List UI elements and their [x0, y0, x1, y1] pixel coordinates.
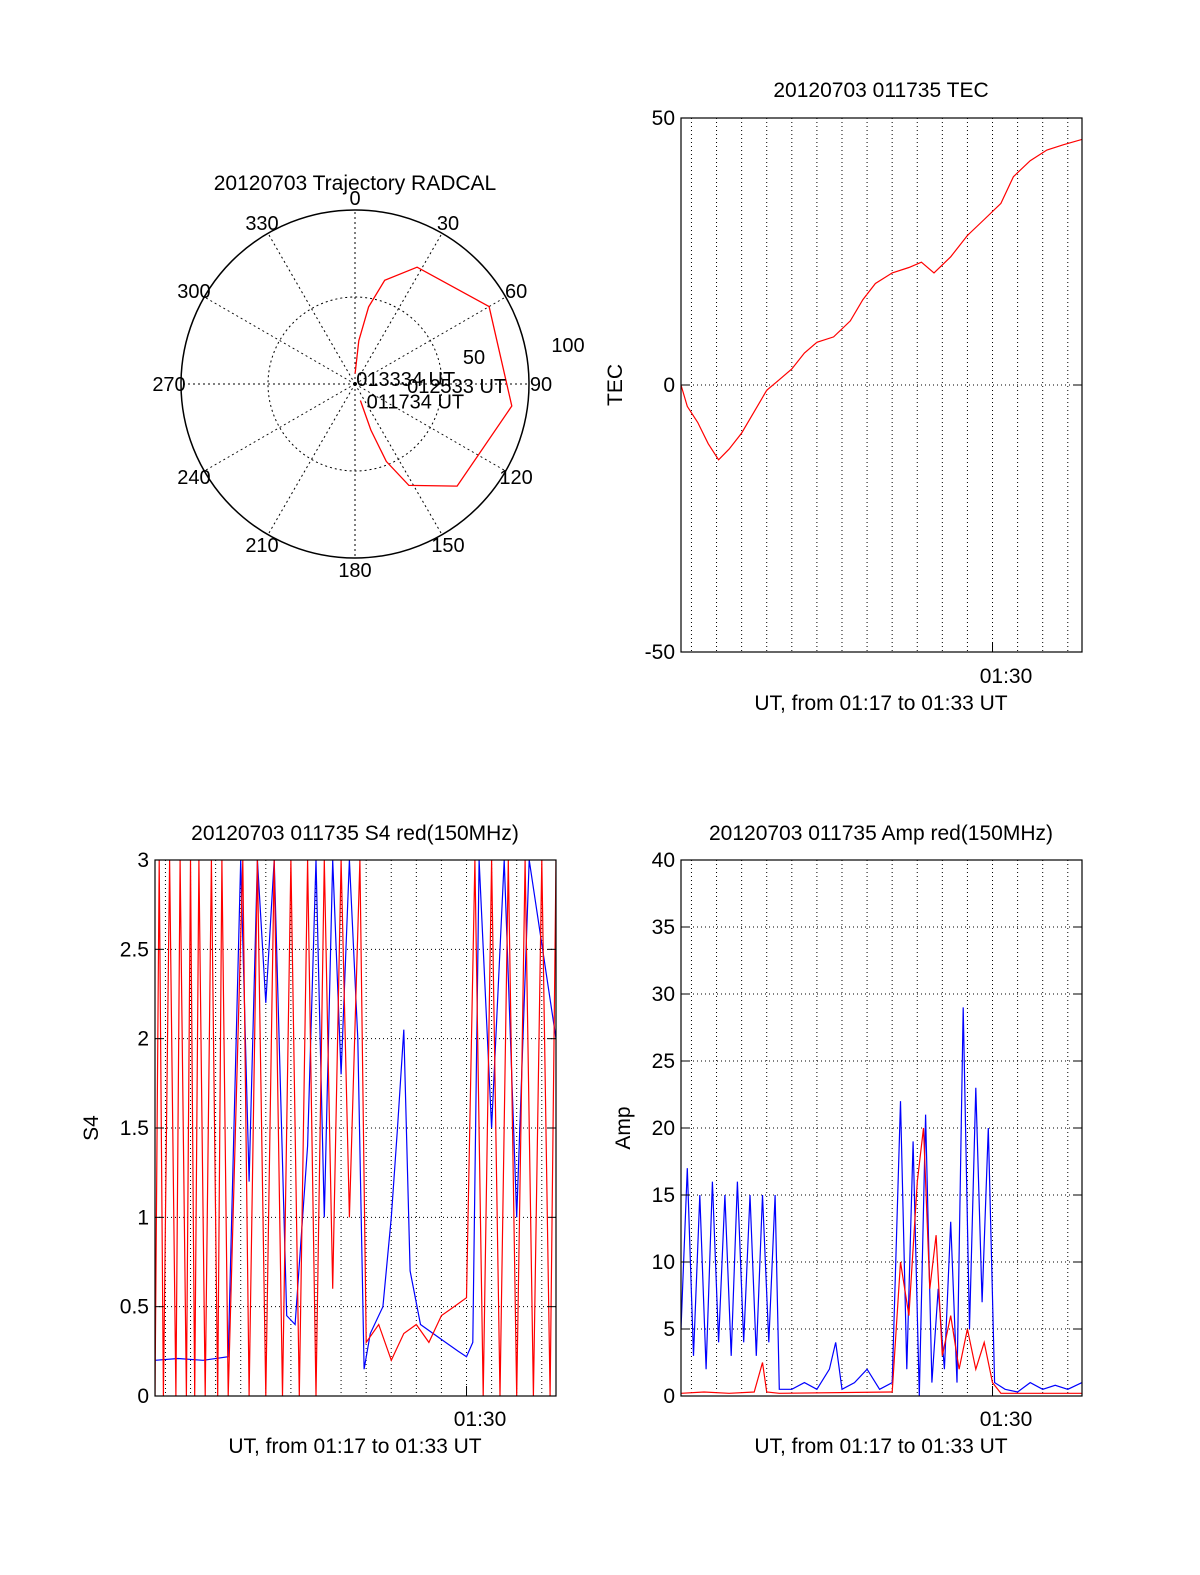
- polar-trajectory-line: [354, 266, 513, 487]
- polar-spoke: [204, 296, 356, 385]
- polar-spoke: [354, 383, 506, 472]
- amp-y-tick-label: 30: [652, 983, 675, 1006]
- polar-spoke: [267, 383, 356, 535]
- amp-y-tick-label: 20: [652, 1117, 675, 1140]
- tec-series-line: [681, 138, 1082, 461]
- tec-y-tick-label: 50: [652, 107, 675, 130]
- polar-spoke: [354, 233, 443, 385]
- s4-y-tick-label: 0.5: [120, 1296, 149, 1319]
- tec-y-tick-label: 0: [663, 374, 675, 397]
- s4-y-tick-label: 3: [137, 849, 149, 872]
- amp-xlabel: UT, from 01:17 to 01:33 UT: [754, 1435, 1007, 1458]
- tec-ylabel: TEC: [604, 364, 627, 406]
- amp-y-tick-label: 25: [652, 1050, 675, 1073]
- amp-series-line: [681, 1007, 1082, 1396]
- polar-angle-label: 180: [338, 560, 371, 582]
- s4-series-line: [155, 860, 556, 1370]
- s4-panel: 20120703 011735 S4 red(150MHz) UT, from …: [80, 822, 557, 1458]
- s4-x-tick-label: 01:30: [454, 1408, 507, 1431]
- polar-angle-label: 330: [245, 213, 278, 235]
- amp-y-tick-label: 35: [652, 916, 675, 939]
- amp-x-tick-label: 01:30: [980, 1408, 1033, 1431]
- polar-spoke: [354, 383, 443, 535]
- polar-angle-label: 30: [437, 213, 459, 235]
- polar-grid: [180, 209, 530, 559]
- polar-angle-label: 90: [530, 374, 552, 396]
- amp-title: 20120703 011735 Amp red(150MHz): [709, 822, 1053, 845]
- polar-annotation-label: 012533 UT: [407, 376, 506, 398]
- amp-y-tick-label: 0: [663, 1385, 675, 1408]
- s4-ylabel: S4: [80, 1115, 103, 1141]
- polar-angle-label: 270: [152, 374, 185, 396]
- polar-trajectory-panel: 20120703 Trajectory RADCAL 0 30 60 90 120 150…: [152, 172, 584, 582]
- polar-angle-label: 60: [505, 281, 527, 303]
- polar-angle-label: 0: [349, 188, 360, 210]
- s4-y-tick-label: 0: [137, 1385, 149, 1408]
- amp-y-tick-label: 10: [652, 1251, 675, 1274]
- polar-angle-label: 300: [177, 281, 210, 303]
- amp-y-tick-label: 15: [652, 1184, 675, 1207]
- s4-series-line: [155, 860, 556, 1396]
- polar-series: [354, 266, 513, 487]
- tec-y-tick-label: -50: [645, 641, 675, 664]
- polar-angle-label: 240: [177, 467, 210, 489]
- amp-y-tick-label: 40: [652, 849, 675, 872]
- polar-angle-label: 120: [499, 467, 532, 489]
- polar-spoke: [267, 233, 356, 385]
- polar-annotation-label: 011734 UT: [367, 391, 464, 413]
- polar-radial-label: 100: [551, 335, 584, 357]
- polar-angle-label: 210: [245, 535, 278, 557]
- polar-angle-labels: 0 30 60 90 120 150 180 210 240 270 300 330 50 100: [152, 188, 584, 582]
- s4-y-tick-label: 1: [137, 1206, 149, 1229]
- tec-x-tick-label: 01:30: [980, 665, 1033, 688]
- s4-y-tick-label: 2: [137, 1028, 149, 1051]
- amp-series-line: [681, 1127, 1082, 1394]
- s4-y-tick-label: 2.5: [120, 938, 149, 961]
- polar-outer-circle: [180, 209, 530, 559]
- tec-title: 20120703 011735 TEC: [773, 79, 988, 102]
- amp-panel: 20120703 011735 Amp red(150MHz) UT, from…: [612, 822, 1083, 1458]
- polar-angle-label: 150: [431, 535, 464, 557]
- polar-annotation-label: 013334 UT: [356, 369, 455, 391]
- s4-xlabel: UT, from 01:17 to 01:33 UT: [228, 1435, 481, 1458]
- s4-title: 20120703 011735 S4 red(150MHz): [191, 822, 519, 845]
- amp-ylabel: Amp: [612, 1106, 635, 1149]
- amp-y-tick-label: 5: [663, 1318, 675, 1341]
- tec-panel: 20120703 011735 TEC UT, from 01:17 to 01…: [604, 79, 1083, 715]
- polar-title: 20120703 Trajectory RADCAL: [214, 172, 497, 195]
- s4-y-tick-label: 1.5: [120, 1117, 149, 1140]
- polar-spoke: [354, 296, 506, 385]
- polar-radial-label: 50: [463, 347, 485, 369]
- polar-spoke: [204, 383, 356, 472]
- tec-xlabel: UT, from 01:17 to 01:33 UT: [754, 692, 1007, 715]
